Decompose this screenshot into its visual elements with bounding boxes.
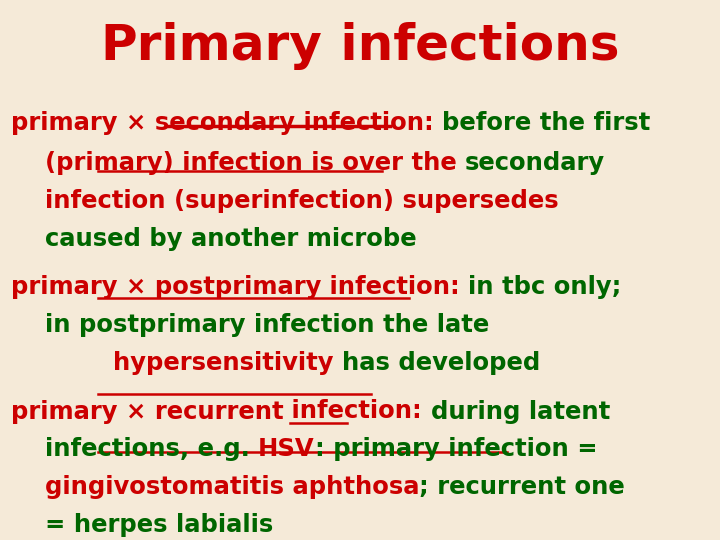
Text: infection:: infection: bbox=[321, 275, 469, 299]
Text: caused by another microbe: caused by another microbe bbox=[11, 227, 416, 251]
Text: in postprimary infection the late: in postprimary infection the late bbox=[11, 313, 489, 337]
Text: infections, e.g.: infections, e.g. bbox=[11, 437, 258, 461]
Text: before the first: before the first bbox=[442, 111, 650, 134]
Text: during latent: during latent bbox=[431, 400, 610, 423]
Text: infection (superinfection) supersedes: infection (superinfection) supersedes bbox=[11, 189, 559, 213]
Text: HSV: HSV bbox=[258, 437, 315, 461]
Text: secondary: secondary bbox=[465, 151, 606, 175]
Text: has developed: has developed bbox=[342, 351, 540, 375]
Text: infection:: infection: bbox=[284, 400, 431, 423]
Text: hypersensitivity: hypersensitivity bbox=[11, 351, 342, 375]
Text: infection:: infection: bbox=[294, 111, 442, 134]
Text: gingivostomatitis aphthosa: gingivostomatitis aphthosa bbox=[11, 475, 419, 499]
Text: primary × secondary: primary × secondary bbox=[11, 111, 294, 134]
Text: primary × recurrent: primary × recurrent bbox=[11, 400, 284, 423]
Text: in tbc only;: in tbc only; bbox=[469, 275, 622, 299]
Text: Primary: Primary bbox=[101, 22, 323, 70]
Text: ; recurrent one: ; recurrent one bbox=[419, 475, 625, 499]
Text: primary × postprimary: primary × postprimary bbox=[11, 275, 321, 299]
Text: infections: infections bbox=[323, 22, 619, 70]
Text: = herpes labialis: = herpes labialis bbox=[11, 513, 273, 537]
Text: (primary) infection is over the: (primary) infection is over the bbox=[11, 151, 465, 175]
Text: : primary infection =: : primary infection = bbox=[315, 437, 598, 461]
